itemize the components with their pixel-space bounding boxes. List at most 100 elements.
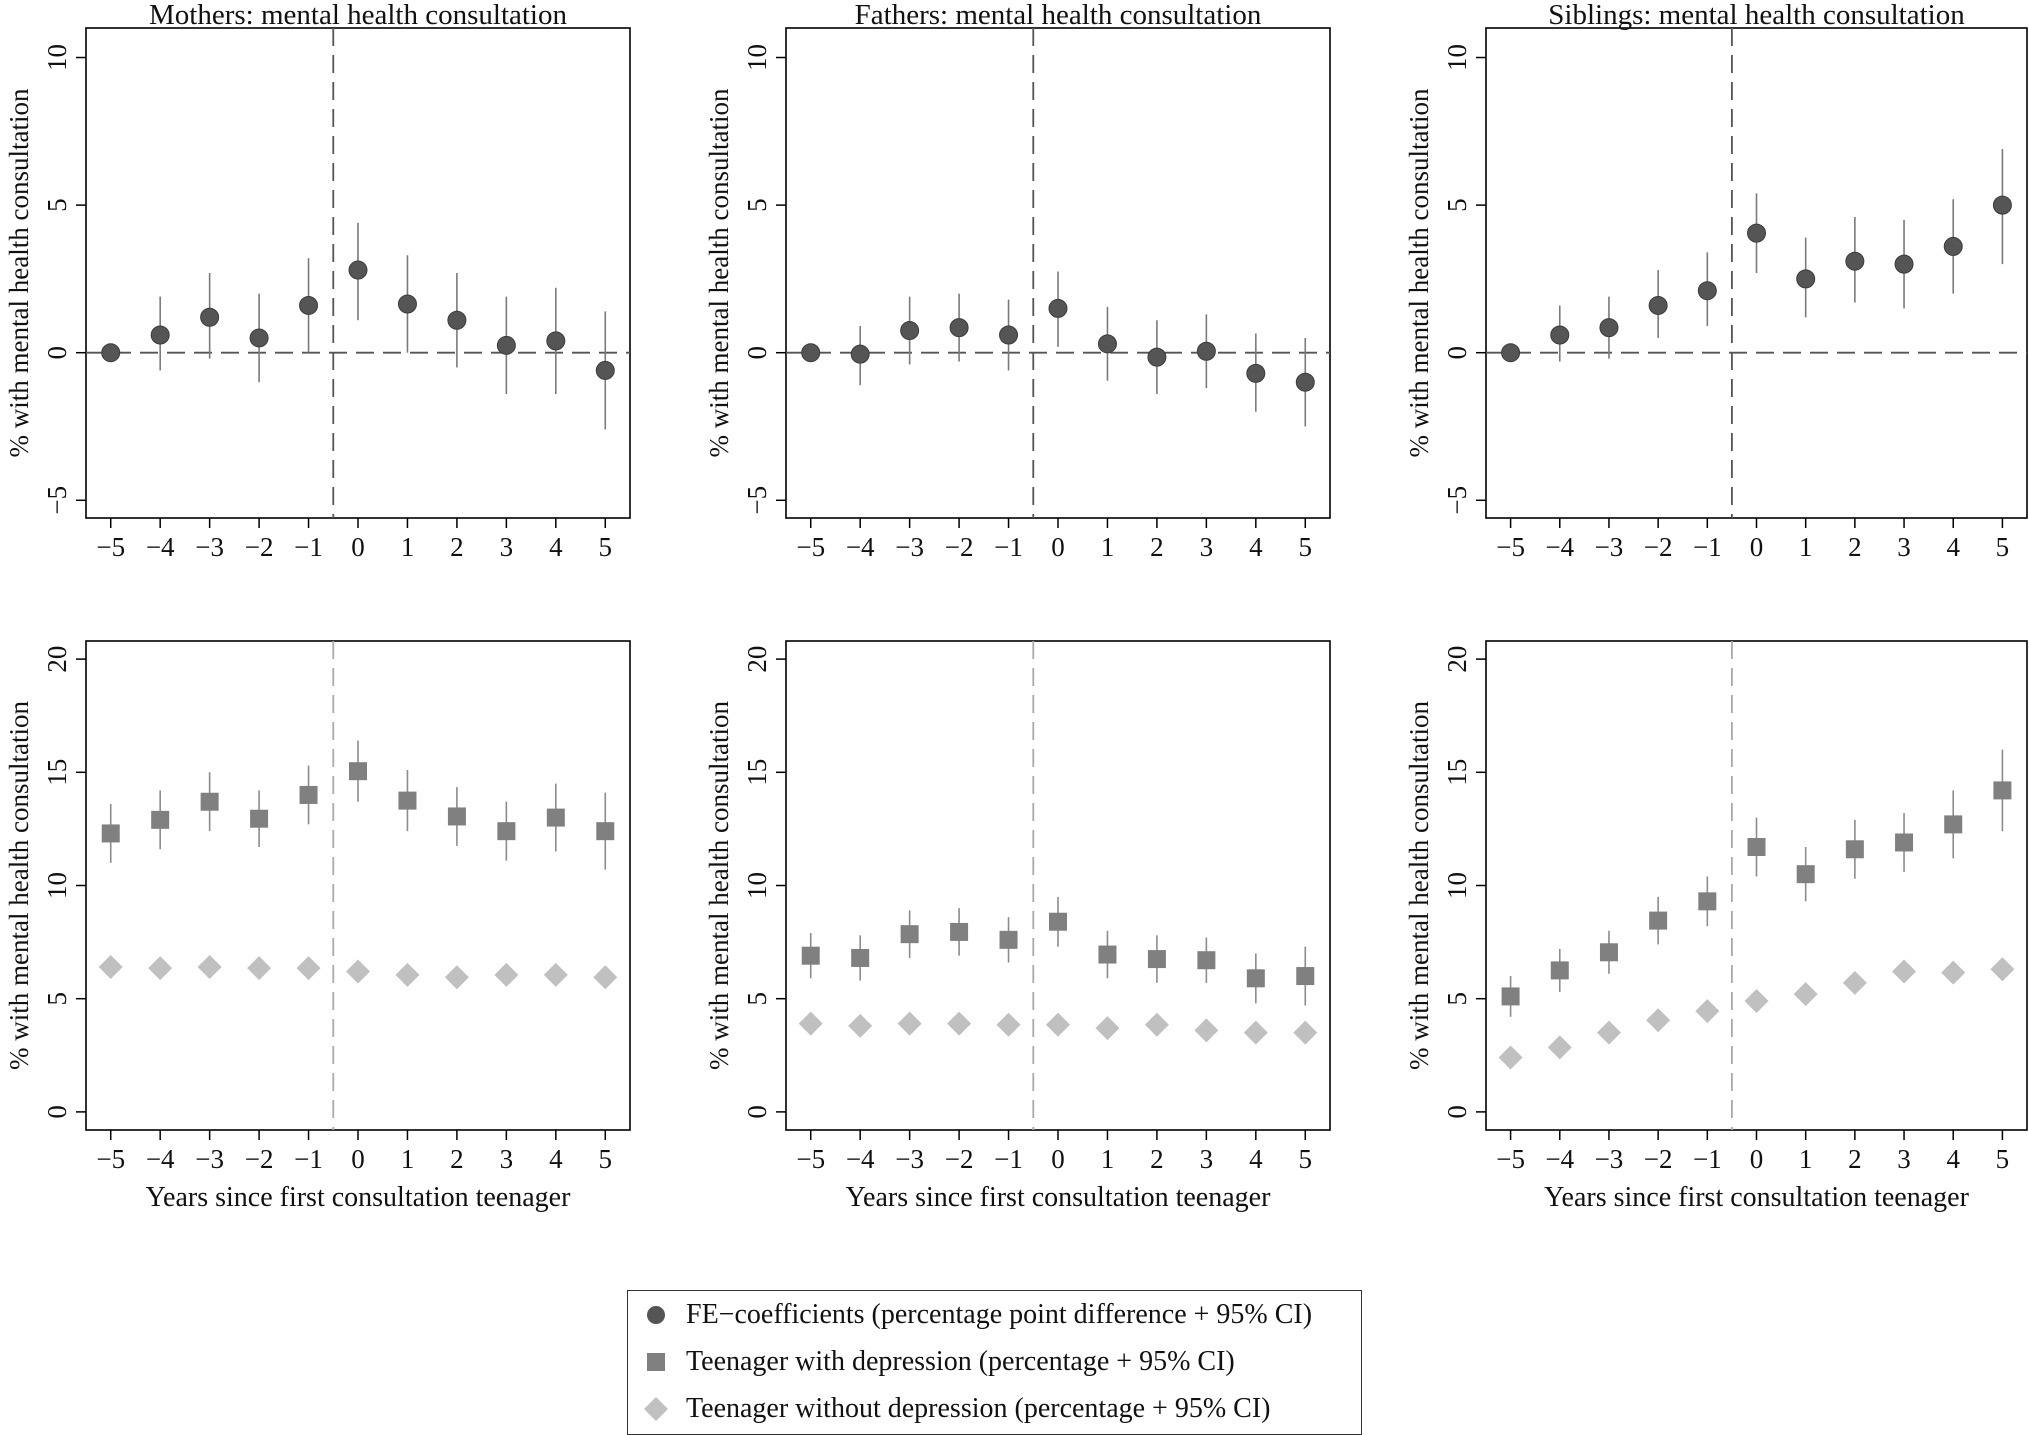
x-tick-label: −4	[1545, 532, 1574, 562]
data-point-square	[801, 946, 820, 965]
panel-5: −5 −4 −3 −2 −1 0 1 2 3 4 5 0 5 10 15 20 % with mental he…	[704, 640, 1331, 1213]
y-tick-label: 20	[42, 646, 72, 673]
legend-item-non-depressed: Teenager without depression (percentage …	[628, 1389, 1271, 1429]
data-point-square	[299, 785, 318, 804]
data-point-diamond	[1892, 959, 1917, 984]
y-tick-label: 5	[742, 992, 772, 1006]
panel-6: −5 −4 −3 −2 −1 0 1 2 3 4 5 0 5 10 15 20 % with mental he…	[1404, 640, 2028, 1213]
y-axis-label: % with mental health consultation	[704, 88, 734, 457]
data-point-circle	[1048, 298, 1068, 318]
x-tick-label: 4	[1946, 1144, 1960, 1174]
x-tick-label: −2	[245, 532, 274, 562]
y-axis-label: % with mental health consultation	[1404, 701, 1434, 1070]
y-tick-label: 5	[42, 992, 72, 1006]
x-tick-label: 5	[599, 532, 613, 562]
series-circle	[801, 271, 1315, 427]
legend-circle-marker	[647, 1306, 665, 1324]
y-tick-label: 10	[1442, 44, 1472, 71]
data-point-diamond	[1498, 1045, 1523, 1070]
x-tick-label: 5	[599, 1144, 613, 1174]
y-axis-label: % with mental health consultation	[1404, 88, 1434, 457]
x-tick-label: 2	[1848, 532, 1862, 562]
data-point-circle	[595, 360, 615, 380]
x-tick-label: 1	[1799, 1144, 1813, 1174]
data-point-circle	[1097, 334, 1117, 354]
y-tick-label: 20	[742, 646, 772, 673]
y-tick-label: 10	[742, 44, 772, 71]
data-point-diamond	[1646, 1008, 1671, 1033]
data-point-diamond	[593, 965, 618, 990]
data-point-diamond	[247, 956, 272, 981]
legend: FE−coefficients (percentage point differ…	[627, 1290, 1362, 1435]
panel-3: −5 −4 −3 −2 −1 0 1 2 3 4 5 −5 0 5 10 % with mental heal…	[1404, 0, 2028, 562]
x-tick-label: −3	[895, 532, 924, 562]
x-tick-label: 3	[1897, 1144, 1911, 1174]
y-tick-label: 10	[1442, 872, 1472, 899]
data-point-square	[900, 925, 919, 944]
y-tick-label: −5	[742, 486, 772, 515]
data-point-circle	[1196, 341, 1216, 361]
legend-label-depressed: Teenager with depression (percentage + 9…	[686, 1346, 1235, 1377]
data-point-square	[851, 948, 870, 967]
y-tick-label: 0	[1442, 346, 1472, 360]
x-tick-label: −4	[846, 532, 875, 562]
data-point-square	[950, 922, 969, 941]
y-axis-label: % with mental health consultation	[4, 701, 34, 1070]
x-tick-label: 5	[1299, 1144, 1313, 1174]
x-tick-label: −4	[146, 532, 175, 562]
x-axis-label: Years since first consultation teenager	[146, 1182, 571, 1213]
y-tick-label: 0	[42, 346, 72, 360]
x-tick-label: 3	[1200, 532, 1214, 562]
y-tick-label: −5	[1442, 486, 1472, 515]
x-tick-label: 0	[1750, 1144, 1764, 1174]
data-point-diamond	[1793, 982, 1818, 1007]
data-point-diamond	[1046, 1012, 1070, 1037]
legend-diamond-shape	[644, 1397, 668, 1421]
plot-frame	[85, 640, 631, 1131]
data-point-square	[596, 822, 615, 841]
data-point-circle	[496, 335, 516, 355]
data-point-circle	[1501, 343, 1521, 363]
data-point-diamond	[1596, 1020, 1621, 1045]
x-tick-label: 0	[1051, 532, 1065, 562]
data-point-diamond	[947, 1011, 972, 1036]
data-point-square	[1845, 840, 1864, 859]
x-axis-label: Years since first consultation teenager	[846, 1182, 1271, 1213]
data-point-circle	[1992, 195, 2012, 215]
data-point-diamond	[98, 955, 123, 979]
x-tick-label: −2	[1644, 1144, 1673, 1174]
data-point-circle	[1845, 251, 1865, 271]
x-tick-label: 3	[500, 1144, 514, 1174]
y-tick-label: 15	[42, 759, 72, 786]
data-point-diamond	[996, 1012, 1021, 1037]
x-tick-label: 0	[351, 532, 365, 562]
legend-square-marker	[647, 1353, 665, 1371]
data-point-square	[101, 824, 120, 843]
y-tick-label: 5	[1442, 992, 1472, 1006]
y-tick-label: 15	[742, 759, 772, 786]
data-point-square	[1698, 892, 1717, 911]
x-axis-label: Years since first consultation teenager	[1544, 1182, 1969, 1213]
data-point-circle	[447, 310, 467, 330]
y-tick-label: 0	[742, 1105, 772, 1119]
x-tick-label: −3	[895, 1144, 924, 1174]
y-tick-label: 15	[1442, 759, 1472, 786]
x-tick-label: −5	[796, 1144, 825, 1174]
y-axis-label: % with mental health consultation	[4, 88, 34, 457]
data-point-diamond	[1990, 957, 2015, 982]
x-tick-label: −1	[1693, 1144, 1722, 1174]
x-tick-label: 1	[401, 532, 415, 562]
series-diamond	[98, 955, 618, 990]
data-point-circle	[1147, 347, 1167, 367]
data-point-diamond	[1842, 970, 1867, 995]
data-point-square	[1246, 969, 1265, 988]
legend-diamond-marker	[644, 1397, 668, 1421]
x-tick-label: −5	[796, 532, 825, 562]
series-square	[101, 740, 615, 870]
data-point-square	[349, 762, 367, 781]
panel-title: Mothers: mental health consultation	[149, 0, 567, 31]
y-tick-label: 0	[742, 346, 772, 360]
x-tick-label: 4	[549, 532, 563, 562]
data-point-square	[1296, 967, 1315, 986]
x-tick-label: 4	[1249, 1144, 1263, 1174]
